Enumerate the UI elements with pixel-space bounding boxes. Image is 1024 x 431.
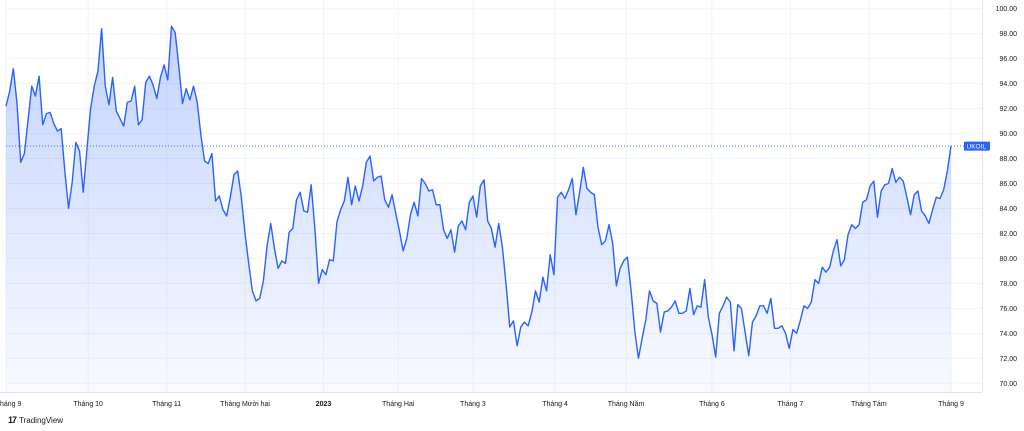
y-tick-label: 70.00 [999, 381, 1017, 388]
y-tick-label: 78.00 [999, 281, 1017, 288]
y-tick-label: 76.00 [999, 306, 1017, 313]
y-tick-label: 92.00 [999, 106, 1017, 113]
x-tick-label: Tháng 6 [699, 401, 725, 408]
y-tick-label: 88.00 [999, 156, 1017, 163]
y-tick-label: 96.00 [999, 56, 1017, 63]
x-tick-label: Tháng Mười hai [220, 401, 270, 408]
x-tick-label: háng 9 [0, 401, 22, 408]
x-tick-label: Tháng Tám [851, 401, 887, 408]
y-axis[interactable]: 70.00 72.00 74.00 76.00 78.00 80.00 82.00 84.00… [996, 6, 1018, 388]
tradingview-brand[interactable]: 17 TradingView [8, 415, 63, 425]
y-tick-label: 82.00 [999, 231, 1017, 238]
x-tick-label: Tháng 4 [542, 401, 568, 408]
x-tick-label: Tháng 9 [938, 401, 964, 408]
price-line [5, 25, 952, 359]
x-tick-label: Tháng Năm [608, 401, 645, 408]
last-value-badge: UKOIL [964, 141, 990, 151]
y-tick-label: 98.00 [999, 31, 1017, 38]
tradingview-text: TradingView [19, 415, 64, 425]
y-tick-label: 80.00 [999, 256, 1017, 263]
tradingview-logo-icon: 17 [8, 415, 17, 425]
x-axis[interactable]: háng 9 Tháng 10 Tháng 11 Tháng Mười hai 2023… [0, 401, 964, 408]
last-value-badge-text: UKOIL [967, 143, 987, 150]
y-tick-label: 86.00 [999, 181, 1017, 188]
x-tick-label: Tháng 7 [778, 401, 804, 408]
last-value-badge-bg [964, 141, 990, 151]
x-tick-label: Tháng 10 [73, 401, 103, 408]
y-tick-label: 90.00 [999, 131, 1017, 138]
y-tick-label: 94.00 [999, 81, 1017, 88]
price-area [6, 26, 951, 392]
x-tick-label: 2023 [316, 401, 332, 408]
y-tick-label: 72.00 [999, 356, 1017, 363]
y-tick-label: 84.00 [999, 206, 1017, 213]
y-tick-label: 100.00 [996, 6, 1018, 13]
x-tick-label: Tháng 3 [460, 401, 486, 408]
x-tick-label: Tháng Hai [382, 401, 415, 408]
y-tick-label: 74.00 [999, 331, 1017, 338]
x-tick-label: Tháng 11 [152, 401, 181, 408]
